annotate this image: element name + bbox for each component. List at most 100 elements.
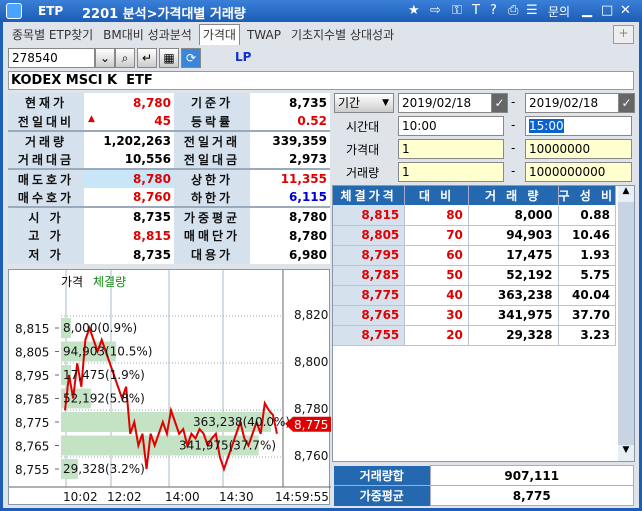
maximize-icon[interactable]: □ (601, 3, 614, 18)
code-input[interactable] (8, 48, 95, 68)
column-header[interactable]: 구 성 비 (558, 186, 617, 205)
help-icon[interactable]: ? (490, 3, 497, 18)
quote-label: 기준가 (174, 93, 250, 112)
current-price-label: 8,775 (294, 418, 328, 432)
quote-value: 0.52 (250, 112, 330, 131)
volume-bar-label: 363,238(40.0%) (193, 415, 290, 429)
list-icon[interactable]: ☰ (526, 3, 538, 18)
lp-label: LP (235, 50, 252, 64)
time-to-input[interactable]: 15:00 (525, 116, 632, 136)
tab-twap[interactable]: TWAP (246, 28, 281, 42)
table-cell: 50 (404, 265, 469, 286)
table-cell: 8,755 (333, 325, 406, 346)
table-row[interactable]: 8,775 40 363,238 40.04 (333, 285, 617, 306)
quote-value: 339,359 (250, 131, 330, 150)
tab-price-range[interactable]: 가격대 (198, 24, 240, 45)
chevron-down-icon[interactable]: ⌄ (95, 48, 115, 68)
legend-price: 가격 (61, 275, 84, 289)
dash: - (511, 118, 516, 132)
volume-from-input[interactable] (398, 162, 504, 182)
quote-value-text: 8,735 (133, 210, 171, 224)
text-icon[interactable]: T (472, 3, 480, 18)
volume-bar (61, 341, 116, 362)
app-logo-icon (6, 3, 22, 19)
table-cell: 363,238 (468, 285, 559, 306)
table-row[interactable]: 8,755 20 29,328 3.23 (333, 325, 617, 346)
quote-value: 8,780 (250, 207, 330, 226)
inquiry-button[interactable]: 문의 (548, 5, 571, 19)
summary-table: 거래량합 907,111 가중평균 8,775 (334, 465, 634, 506)
quote-label: 전일대비 (8, 112, 84, 131)
right-tick-label: 8,780 (294, 402, 328, 416)
table-cell: 8,775 (333, 285, 406, 306)
export-icon[interactable]: ⇨ (430, 3, 441, 18)
date-from-input[interactable] (398, 93, 493, 113)
tab-bm-analysis[interactable]: BM대비 성과분석 (103, 28, 192, 42)
price-line (64, 324, 278, 473)
tab-etp-search[interactable]: 종목별 ETP찾기 (12, 28, 94, 42)
quote-value-text: 1,202,263 (103, 134, 171, 148)
volume-bar-label: 17,475(1.9%) (63, 368, 145, 382)
table-cell: 80 (404, 205, 469, 226)
grid-icon[interactable]: ▦ (159, 48, 179, 68)
table-cell: 8,785 (333, 265, 406, 286)
add-tab-button[interactable]: + (613, 25, 634, 44)
table-cell: 341,975 (468, 305, 559, 326)
left-tick-label: 8,775 (15, 416, 49, 430)
enter-icon[interactable]: ↵ (137, 48, 157, 68)
column-header[interactable]: 대 비 (404, 186, 469, 205)
close-icon[interactable]: ✕ (620, 3, 631, 18)
period-select[interactable]: 기간 ▼ (334, 93, 394, 113)
lock-icon[interactable]: ⚿ (452, 3, 462, 18)
table-cell: 8,815 (333, 205, 406, 226)
price-from-input[interactable] (398, 139, 504, 159)
time-from-input[interactable] (398, 116, 504, 136)
minimize-icon[interactable]: ▁ (582, 3, 592, 18)
print-icon[interactable]: ⎙ (508, 3, 519, 18)
volume-to-input[interactable] (525, 162, 632, 182)
price-to-input[interactable] (525, 139, 632, 159)
quote-value: ▲ 45 (84, 112, 174, 131)
quote-label: 거래대금 (8, 150, 84, 169)
quote-value: 11,355 (250, 169, 330, 188)
scrollbar[interactable]: ▲ ▼ (618, 186, 634, 461)
right-tick-label: 8,820 (294, 308, 328, 322)
date-to-input[interactable] (525, 93, 620, 113)
time-to-value: 15:00 (529, 119, 564, 133)
table-row[interactable]: 8,815 80 8,000 0.88 (333, 205, 617, 226)
quote-value: 1,202,263 (84, 131, 174, 150)
quote-row: 시 가 8,735 가중평균 8,780 (8, 207, 330, 226)
tab-index-performance[interactable]: 기초지수별 상대성과 (290, 28, 395, 42)
quote-value-text: 8,815 (133, 228, 171, 243)
quote-value-text: 8,780 (133, 172, 171, 186)
volume-bar-label: 29,328(3.2%) (63, 462, 145, 476)
refresh-icon[interactable]: ⟳ (181, 48, 201, 68)
star-icon[interactable]: ★ (408, 3, 420, 18)
quote-value: 8,815 (84, 226, 174, 245)
volume-bar-label: 8,000(0.9%) (63, 321, 137, 335)
scroll-down-icon[interactable]: ▼ (618, 445, 634, 461)
table-cell: 8,805 (333, 225, 406, 246)
table-cell: 40.04 (558, 285, 617, 306)
table-row[interactable]: 8,805 70 94,903 10.46 (333, 225, 617, 246)
quote-label: 전일거래 (174, 131, 250, 150)
quote-label: 하한가 (174, 188, 250, 207)
quote-label: 매수호가 (8, 188, 84, 207)
column-header[interactable]: 체결가격 (333, 186, 406, 205)
scroll-up-icon[interactable]: ▲ (618, 186, 634, 202)
quote-row: 저 가 8,735 대용가 6,980 (8, 245, 330, 264)
app-name: ETP (38, 4, 64, 18)
column-header[interactable]: 거 래 량 (468, 186, 559, 205)
calendar-icon[interactable]: ✓ (618, 93, 635, 113)
quote-label: 대용가 (174, 245, 250, 264)
table-row[interactable]: 8,785 50 52,192 5.75 (333, 265, 617, 286)
right-tick-label: 8,800 (294, 355, 328, 369)
price-label: 가격대 (346, 143, 380, 157)
table-row[interactable]: 8,765 30 341,975 37.70 (333, 305, 617, 326)
quote-value: 8,760 (84, 188, 174, 207)
dropdown-arrow-icon: ▼ (382, 98, 389, 108)
search-icon[interactable]: ⌕ (115, 48, 135, 68)
quote-value: 8,735 (250, 93, 330, 112)
table-row[interactable]: 8,795 60 17,475 1.93 (333, 245, 617, 266)
calendar-icon[interactable]: ✓ (491, 93, 508, 113)
